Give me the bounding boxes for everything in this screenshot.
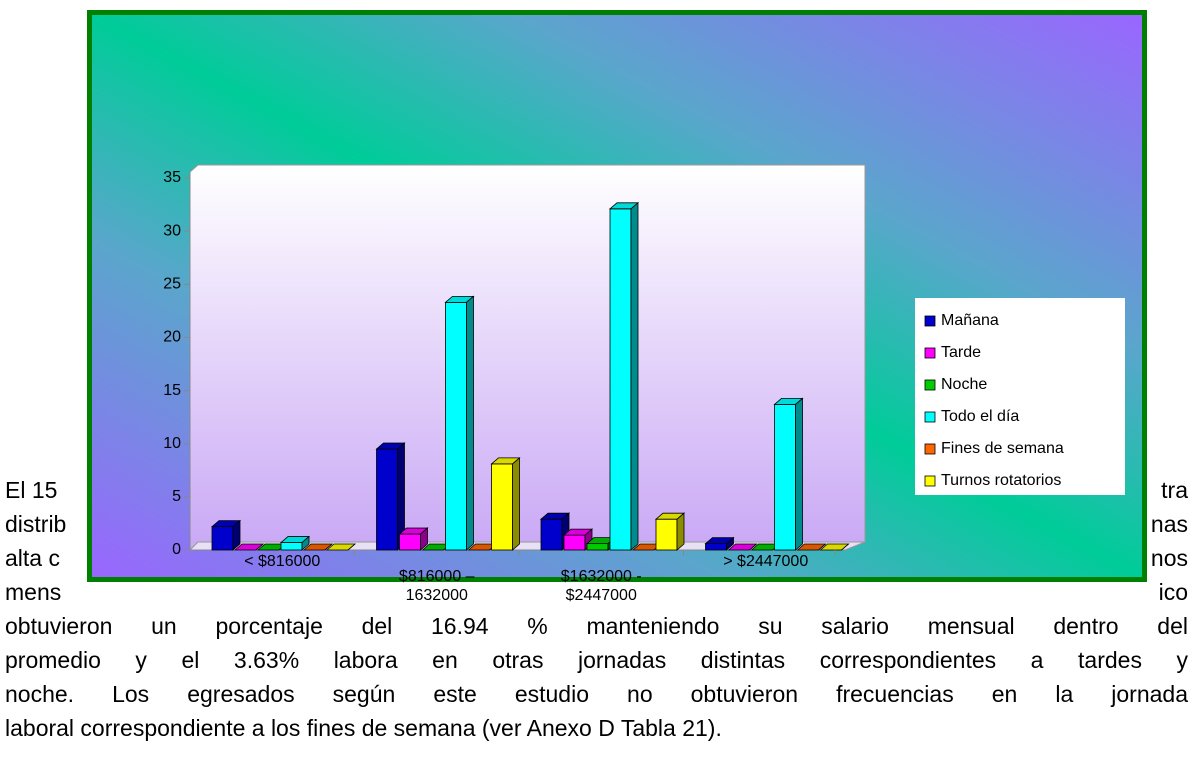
paragraph-line: noche. Los egresados según este estudio … [5,681,1188,707]
bar [608,201,640,551]
bar [704,536,735,551]
y-tick-label: 35 [163,169,181,186]
bar-front [445,301,467,551]
paragraph-line: El 15 tra [5,475,1188,505]
bar [398,527,429,551]
legend-label: Todo el día [941,408,1019,425]
bar-side [466,295,474,551]
bar-front [376,448,398,551]
bar [210,519,242,551]
bar [444,295,475,551]
bar-front [705,543,727,551]
paragraph-line: distrib nas [5,509,1188,539]
bar-side [630,201,639,551]
legend-swatch [924,411,936,423]
paragraph-line: laboral correspondiente a los fines de s… [5,715,722,741]
bar-front [563,534,586,551]
bar [233,543,265,551]
bar [490,457,521,551]
bar [539,512,571,551]
bar-side [749,543,757,551]
text-fragment: nas [1150,511,1188,537]
bar [773,397,804,551]
bar-side [232,519,241,551]
bar [375,442,406,551]
bar-front [280,542,303,551]
paragraph-line: mens ico [5,577,1188,607]
bar-front [540,518,563,551]
legend-swatch [924,315,936,327]
bar-side [818,543,826,551]
bar-front [399,533,421,551]
bar-side [841,543,849,551]
legend-label: Mañana [941,312,999,329]
x-tick-label: $816000 – 1632000 [398,568,475,604]
text-fragment: ico [1158,579,1188,605]
y-tick-label: 5 [172,488,181,505]
bar [727,543,758,551]
bar-side [726,536,734,551]
bar-front [491,463,513,551]
legend-swatch [924,347,936,359]
legend-box [915,298,1125,495]
bar [279,535,311,551]
bar [796,543,827,551]
bar-front [655,518,678,551]
y-tick-label: 0 [172,541,181,558]
bar-front [609,208,632,551]
bar-side [420,527,428,551]
paragraph-line: obtuvieron un porcentaje del 16.94 % man… [5,613,1188,639]
legend-label: Tarde [941,344,981,361]
y-tick-label: 30 [163,222,181,239]
bar-side [512,457,520,551]
bar [325,543,357,551]
x-tick-label: < $816000 [244,553,321,570]
y-tick-label: 20 [163,329,181,346]
bar [302,543,334,551]
bar-front [211,526,234,551]
legend-swatch [924,475,936,487]
legend-label: Turnos rotatorios [941,472,1061,489]
y-tick-label: 10 [163,435,181,452]
legend-swatch [924,443,936,455]
legend-label: Noche [941,376,987,393]
bar-side [301,535,310,551]
text-fragment: nos [1150,545,1188,571]
bar-front [586,543,609,551]
bar-side [324,543,333,551]
text-fragment: El 15 [5,477,58,503]
paragraph-line: promedio y el 3.63% labora en otras jorn… [5,647,1188,673]
paragraph-line: alta c nos [5,543,1188,573]
plot-wall [189,164,866,552]
bar-front [774,403,796,551]
legend-swatch [924,379,936,391]
x-tick-label: $1632000 - $2447000 [560,568,642,604]
bar-side [795,397,803,551]
y-tick-label: 15 [163,382,181,399]
bar [654,512,686,551]
legend-label: Fines de semana [941,440,1064,457]
text-fragment: mens [5,579,62,605]
x-tick-label: > $2447000 [723,553,809,570]
bar-side [676,512,685,551]
text-fragment: tra [1161,477,1188,503]
bar-side [347,543,356,551]
y-tick-label: 25 [163,276,181,293]
text-fragment: distrib [5,511,67,537]
text-fragment: alta c [5,545,60,571]
bar-side [255,543,264,551]
